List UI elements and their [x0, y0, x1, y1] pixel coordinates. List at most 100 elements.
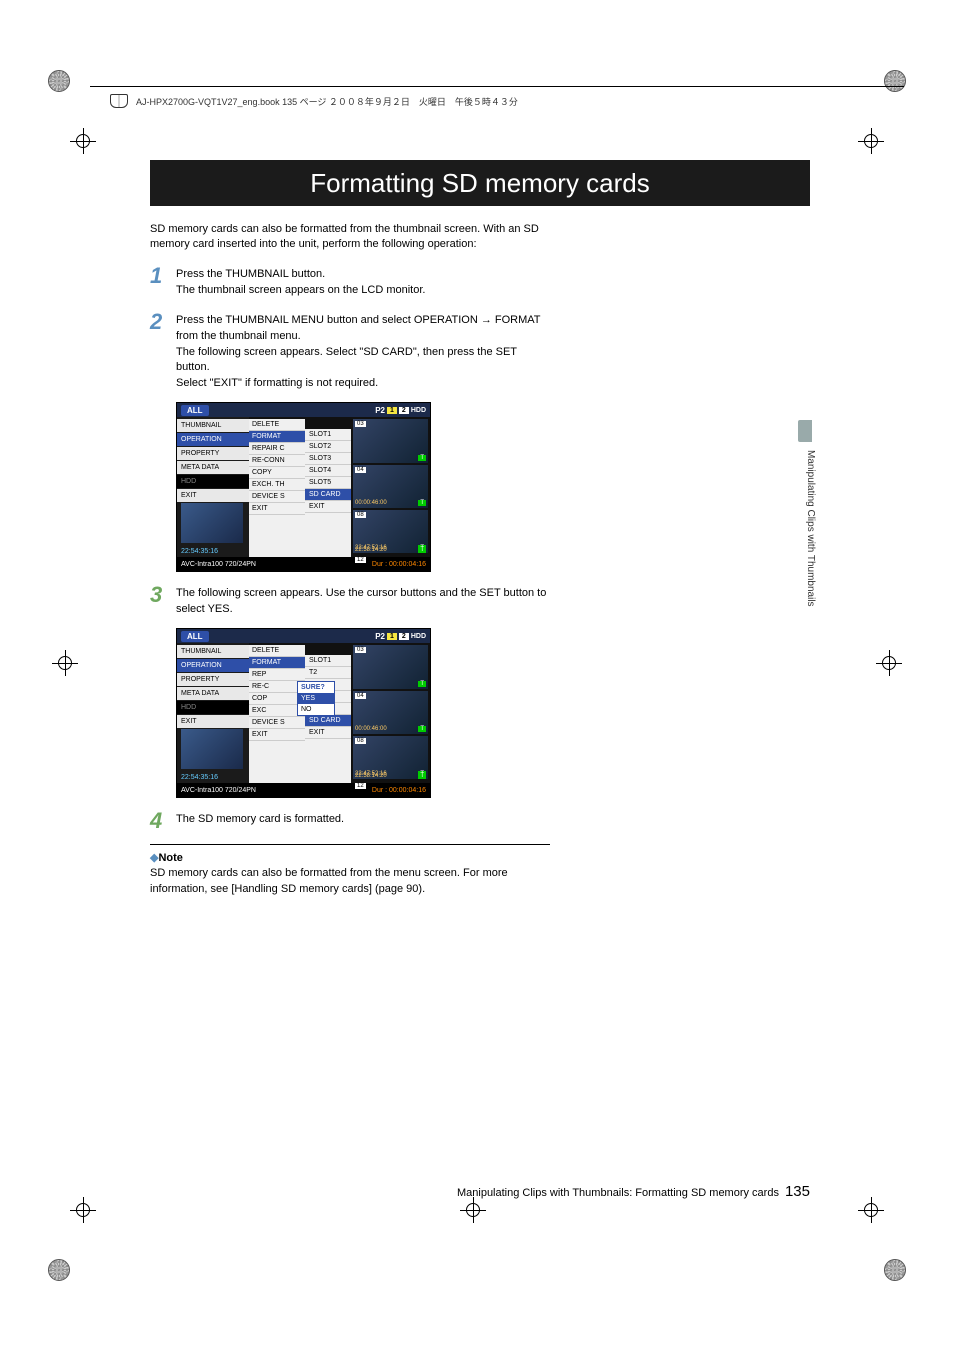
menu-item: THUMBNAIL	[177, 419, 249, 432]
page-number: 135	[785, 1183, 810, 1200]
menu-item: FORMAT	[249, 431, 305, 443]
menu-item: DEVICE S	[249, 491, 305, 503]
menu-item: REP	[249, 669, 305, 681]
p2-label: P2	[375, 406, 385, 415]
format-submenu: SLOT1T2T3T4T5SD CARDEXIT	[305, 655, 351, 783]
menu-item: PROPERTY	[177, 447, 249, 460]
menu-item: SLOT1	[305, 655, 351, 667]
menu-item: EXIT	[305, 501, 351, 513]
filter-all-badge: ALL	[181, 631, 209, 642]
clip-timecode: 22:58:14:20	[355, 773, 387, 779]
menu-item: HDD	[177, 475, 249, 488]
menu-item: EXCH. TH	[249, 479, 305, 491]
menu-item: SD CARD	[305, 489, 351, 501]
menu-item: HDD	[177, 701, 249, 714]
divider	[150, 844, 550, 845]
clip-number: 08	[355, 512, 366, 518]
header-file-info: AJ-HPX2700G-VQT1V27_eng.book 135 ページ ２００…	[136, 95, 518, 108]
filter-all-badge: ALL	[181, 405, 209, 416]
clip-number: 04	[355, 693, 366, 699]
menu-item: META DATA	[177, 461, 249, 474]
confirm-no: NO	[298, 704, 334, 715]
menu-item: PROPERTY	[177, 673, 249, 686]
menu-item: SLOT4	[305, 465, 351, 477]
crop-circle	[884, 70, 906, 92]
left-thumbnail	[181, 503, 243, 543]
confirm-dialog: SURE? YES NO	[297, 681, 335, 716]
menu-item: SLOT5	[305, 477, 351, 489]
hdd-label: HDD	[411, 407, 426, 414]
clip-thumbnail: 0400:00:46:00T	[353, 691, 428, 734]
p2-label: P2	[375, 632, 385, 641]
menu-item: OPERATION	[177, 659, 249, 672]
note-body: SD memory cards can also be formatted fr…	[150, 866, 550, 897]
menu-item: RE-CONN	[249, 455, 305, 467]
slot-indicator: 2	[399, 407, 409, 414]
menu-item: OPERATION	[177, 433, 249, 446]
clip-thumbnail: 03 T	[353, 419, 428, 462]
menu-item: DELETE	[249, 645, 305, 657]
clip-timecode: 00:00:46:00	[355, 726, 387, 732]
step-text: The following screen appears. Select "SD…	[176, 345, 550, 377]
registration-mark	[876, 650, 902, 676]
step-number: 2	[150, 311, 168, 333]
text-memo-icon: T	[418, 455, 426, 461]
thumbnail-menu-screenshot-2: ALL P2 1 2 HDD THUMBNAILOPERATIONPROPERT…	[176, 628, 431, 798]
note-heading: ◆Note	[150, 851, 810, 864]
operation-submenu: DELETEFORMATREPAIR CRE-CONNCOPYEXCH. THD…	[249, 419, 305, 557]
book-icon	[110, 94, 128, 108]
footer-text: Manipulating Clips with Thumbnails: Form…	[457, 1187, 779, 1199]
format-label: AVC-Intra100 720/24PN	[181, 561, 256, 568]
step-number: 4	[150, 810, 168, 832]
clip-number: 12	[355, 783, 366, 789]
left-thumbnail	[181, 729, 243, 769]
crop-circle	[48, 1259, 70, 1281]
clip-timecode: 22:58:14:20	[355, 547, 387, 553]
chapter-side-label: Manipulating Clips with Thumbnails	[805, 450, 816, 607]
clip-thumbnail: 03 T	[353, 645, 428, 688]
menu-item: THUMBNAIL	[177, 645, 249, 658]
menu-item: FORMAT	[249, 657, 305, 669]
menu-item: DEVICE S	[249, 717, 305, 729]
duration-label: Dur : 00:00:04:16	[372, 561, 426, 568]
confirm-yes: YES	[298, 693, 334, 704]
confirm-heading: SURE?	[298, 682, 334, 693]
step-1: 1 Press the THUMBNAIL button. The thumbn…	[150, 267, 550, 299]
step-text: Press the THUMBNAIL button.	[176, 267, 425, 283]
clip-number: 03	[355, 421, 366, 427]
slot-indicator: 2	[399, 633, 409, 640]
thumbnail-menu-screenshot-1: ALL P2 1 2 HDD THUMBNAILOPERATIONPROPERT…	[176, 402, 431, 572]
slot-indicator: 1	[387, 407, 397, 414]
text-memo-icon: T	[418, 681, 426, 687]
clip-thumbnail: 0400:00:46:00T	[353, 465, 428, 508]
menu-item: EXIT	[249, 729, 305, 741]
left-timecode: 22:54:35:16	[181, 774, 218, 781]
clip-number: 04	[355, 467, 366, 473]
registration-mark	[70, 1197, 96, 1223]
intro-text: SD memory cards can also be formatted fr…	[150, 222, 550, 253]
step-text: Press the THUMBNAIL MENU button and sele…	[176, 313, 550, 345]
crop-circle	[48, 70, 70, 92]
clip-number: 08	[355, 738, 366, 744]
step-4: 4 The SD memory card is formatted.	[150, 812, 550, 834]
clip-grid: 03T0400:00:46:00T0822:47:52:16T1222:58:1…	[351, 643, 430, 783]
crop-circle	[884, 1259, 906, 1281]
text-memo-icon: T	[418, 773, 426, 779]
text-memo-icon: T	[418, 547, 426, 553]
chapter-tab	[798, 420, 812, 442]
menu-item: SD CARD	[305, 715, 351, 727]
page-title: Formatting SD memory cards	[150, 160, 810, 206]
registration-mark	[70, 128, 96, 154]
hdd-label: HDD	[411, 633, 426, 640]
menu-item: EXIT	[177, 715, 249, 728]
page-footer: Manipulating Clips with Thumbnails: Form…	[457, 1183, 810, 1200]
registration-mark	[858, 1197, 884, 1223]
format-label: AVC-Intra100 720/24PN	[181, 787, 256, 794]
clip-number: 03	[355, 647, 366, 653]
step-number: 1	[150, 265, 168, 287]
menu-item: EXIT	[249, 503, 305, 515]
menu-item: SLOT3	[305, 453, 351, 465]
step-2: 2 Press the THUMBNAIL MENU button and se…	[150, 313, 550, 393]
menu-item: META DATA	[177, 687, 249, 700]
left-timecode: 22:54:35:16	[181, 548, 218, 555]
